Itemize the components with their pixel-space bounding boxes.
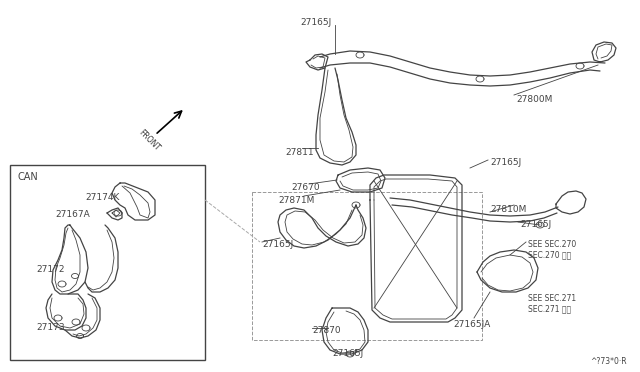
Text: SEE SEC.271: SEE SEC.271	[528, 294, 576, 303]
Text: 27172: 27172	[36, 265, 65, 274]
Text: 27165J: 27165J	[300, 18, 332, 27]
Text: 27800M: 27800M	[516, 95, 552, 104]
Text: 27811: 27811	[285, 148, 314, 157]
Text: 27670: 27670	[291, 183, 319, 192]
Text: ^?73*0·R: ^?73*0·R	[590, 357, 627, 366]
Text: 27165J: 27165J	[520, 220, 551, 229]
Text: 27810M: 27810M	[490, 205, 526, 214]
Text: 27165J: 27165J	[262, 240, 293, 249]
Text: 27165J: 27165J	[332, 349, 364, 358]
Text: 27173: 27173	[36, 323, 65, 332]
Text: SEC.270 参照: SEC.270 参照	[528, 250, 572, 259]
Text: 27165JA: 27165JA	[453, 320, 490, 329]
Bar	[252, 192, 482, 340]
Text: 27870: 27870	[312, 326, 340, 335]
Text: 27167A: 27167A	[55, 210, 90, 219]
Text: 27871M: 27871M	[278, 196, 314, 205]
Text: SEC.271 参照: SEC.271 参照	[528, 304, 571, 313]
Text: 27165J: 27165J	[490, 158, 521, 167]
Text: CAN: CAN	[18, 172, 39, 182]
Text: SEE SEC.270: SEE SEC.270	[528, 240, 576, 249]
Bar	[10, 165, 205, 360]
Text: 27174K: 27174K	[85, 193, 120, 202]
Text: FRONT: FRONT	[136, 128, 161, 153]
